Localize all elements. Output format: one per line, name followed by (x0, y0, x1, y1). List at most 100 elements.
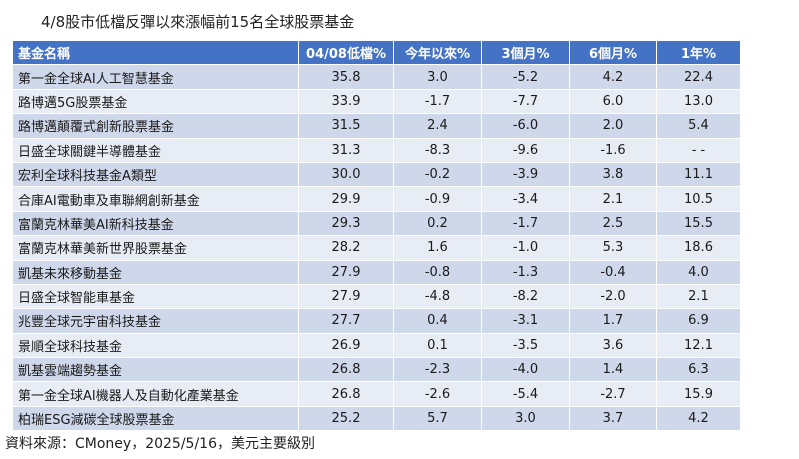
table-row: 第一金全球AI人工智慧基金 35.8 3.0 -5.2 4.2 22.4 (12, 64, 741, 90)
cell-fund-name: 富蘭克林華美新世界股票基金 (12, 235, 299, 261)
cell-fund-name: 第一金全球AI機器人及自動化產業基金 (12, 381, 299, 407)
cell-3-month: -4.0 (481, 357, 570, 383)
cell-since-0408-low: 26.9 (298, 332, 394, 359)
cell-ytd: 0.1 (393, 332, 482, 359)
cell-since-0408-low: 26.8 (298, 381, 394, 407)
cell-ytd: -0.8 (393, 259, 482, 285)
cell-6-month: 3.8 (569, 161, 657, 188)
cell-fund-name: 凱基未來移動基金 (12, 259, 299, 285)
cell-1-year: 10.5 (656, 186, 741, 212)
cell-1-year: 15.9 (656, 381, 741, 407)
table-row: 第一金全球AI機器人及自動化產業基金 26.8 -2.6 -5.4 -2.7 15.9 (12, 381, 741, 407)
cell-ytd: -1.7 (393, 88, 482, 115)
header-6-month: 6個月% (569, 39, 657, 66)
cell-6-month: 1.4 (569, 357, 657, 383)
cell-fund-name: 合庫AI電動車及車聯網創新基金 (12, 186, 299, 212)
cell-6-month: -0.4 (569, 259, 657, 285)
cell-fund-name: 柏瑞ESG減碳全球股票基金 (12, 405, 299, 432)
cell-3-month: -7.7 (481, 88, 570, 115)
cell-3-month: -1.0 (481, 235, 570, 261)
header-1-year: 1年% (656, 39, 741, 66)
cell-3-month: -3.9 (481, 161, 570, 188)
fund-performance-table: 基金名稱 04/08低檔% 今年以來% 3個月% 6個月% 1年% 第一金全球A… (12, 39, 741, 432)
cell-1-year: 6.9 (656, 308, 741, 334)
table-row: 柏瑞ESG減碳全球股票基金 25.2 5.7 3.0 3.7 4.2 (12, 405, 741, 432)
cell-6-month: 2.0 (569, 113, 657, 139)
cell-since-0408-low: 27.7 (298, 308, 394, 334)
table-row: 日盛全球關鍵半導體基金 31.3 -8.3 -9.6 -1.6- - (12, 137, 741, 163)
cell-ytd: 3.0 (393, 64, 482, 90)
header-fund-name: 基金名稱 (12, 39, 299, 66)
cell-1-year: 4.2 (656, 405, 741, 432)
cell-ytd: -0.2 (393, 161, 482, 188)
header-3-month: 3個月% (481, 39, 570, 66)
cell-1-year: 11.1 (656, 161, 741, 188)
table-header-row: 基金名稱 04/08低檔% 今年以來% 3個月% 6個月% 1年% (12, 39, 741, 66)
cell-3-month: -1.7 (481, 210, 570, 237)
cell-3-month: 3.0 (481, 405, 570, 432)
cell-6-month: -1.6 (569, 137, 657, 163)
cell-3-month: -5.2 (481, 64, 570, 90)
table-row: 凱基未來移動基金 27.9 -0.8 -1.3 -0.4 4.0 (12, 259, 741, 285)
cell-since-0408-low: 31.5 (298, 113, 394, 139)
cell-3-month: -3.1 (481, 308, 570, 334)
header-ytd: 今年以來% (393, 39, 482, 66)
cell-6-month: 3.6 (569, 332, 657, 359)
cell-fund-name: 宏利全球科技基金A類型 (12, 161, 299, 188)
cell-since-0408-low: 35.8 (298, 64, 394, 90)
cell-ytd: -2.6 (393, 381, 482, 407)
cell-1-year: 5.4 (656, 113, 741, 139)
cell-since-0408-low: 30.0 (298, 161, 394, 188)
table-row: 路博邁5G股票基金 33.9 -1.7 -7.7 6.0 13.0 (12, 88, 741, 115)
cell-fund-name: 兆豐全球元宇宙科技基金 (12, 308, 299, 334)
table-row: 合庫AI電動車及車聯網創新基金 29.9 -0.9 -3.4 2.1 10.5 (12, 186, 741, 212)
table-row: 宏利全球科技基金A類型 30.0 -0.2 -3.9 3.8 11.1 (12, 161, 741, 188)
cell-ytd: 0.2 (393, 210, 482, 237)
cell-ytd: 5.7 (393, 405, 482, 432)
cell-6-month: 2.5 (569, 210, 657, 237)
cell-since-0408-low: 31.3 (298, 137, 394, 163)
cell-1-year: 6.3 (656, 357, 741, 383)
cell-3-month: -3.5 (481, 332, 570, 359)
cell-6-month: 2.1 (569, 186, 657, 212)
cell-since-0408-low: 25.2 (298, 405, 394, 432)
cell-since-0408-low: 29.3 (298, 210, 394, 237)
source-note: 資料來源：CMoney，2025/5/16，美元主要級別 (5, 436, 315, 452)
cell-fund-name: 第一金全球AI人工智慧基金 (12, 64, 299, 90)
cell-1-year: - - (656, 137, 741, 163)
cell-ytd: -2.3 (393, 357, 482, 383)
cell-1-year: 15.5 (656, 210, 741, 237)
cell-3-month: -3.4 (481, 186, 570, 212)
cell-6-month: 4.2 (569, 64, 657, 90)
cell-ytd: 0.4 (393, 308, 482, 334)
cell-3-month: -5.4 (481, 381, 570, 407)
cell-fund-name: 富蘭克林華美AI新科技基金 (12, 210, 299, 237)
page-title: 4/8股市低檔反彈以來漲幅前15名全球股票基金 (41, 13, 355, 31)
cell-since-0408-low: 27.9 (298, 259, 394, 285)
cell-6-month: -2.7 (569, 381, 657, 407)
cell-3-month: -1.3 (481, 259, 570, 285)
cell-1-year: 18.6 (656, 235, 741, 261)
cell-fund-name: 景順全球科技基金 (12, 332, 299, 359)
table-row: 景順全球科技基金 26.9 0.1 -3.5 3.6 12.1 (12, 332, 741, 359)
cell-since-0408-low: 27.9 (298, 283, 394, 310)
table-row: 富蘭克林華美新世界股票基金 28.2 1.6 -1.0 5.3 18.6 (12, 235, 741, 261)
cell-3-month: -6.0 (481, 113, 570, 139)
cell-since-0408-low: 26.8 (298, 357, 394, 383)
cell-6-month: 5.3 (569, 235, 657, 261)
cell-1-year: 13.0 (656, 88, 741, 115)
cell-1-year: 22.4 (656, 64, 741, 90)
cell-fund-name: 日盛全球智能車基金 (12, 283, 299, 310)
cell-since-0408-low: 33.9 (298, 88, 394, 115)
cell-ytd: 1.6 (393, 235, 482, 261)
cell-ytd: -0.9 (393, 186, 482, 212)
table-row: 日盛全球智能車基金 27.9 -4.8 -8.2 -2.0 2.1 (12, 283, 741, 310)
cell-fund-name: 日盛全球關鍵半導體基金 (12, 137, 299, 163)
cell-ytd: -4.8 (393, 283, 482, 310)
cell-1-year: 12.1 (656, 332, 741, 359)
cell-fund-name: 凱基雲端趨勢基金 (12, 357, 299, 383)
cell-since-0408-low: 29.9 (298, 186, 394, 212)
cell-1-year: 4.0 (656, 259, 741, 285)
cell-3-month: -9.6 (481, 137, 570, 163)
cell-6-month: 1.7 (569, 308, 657, 334)
